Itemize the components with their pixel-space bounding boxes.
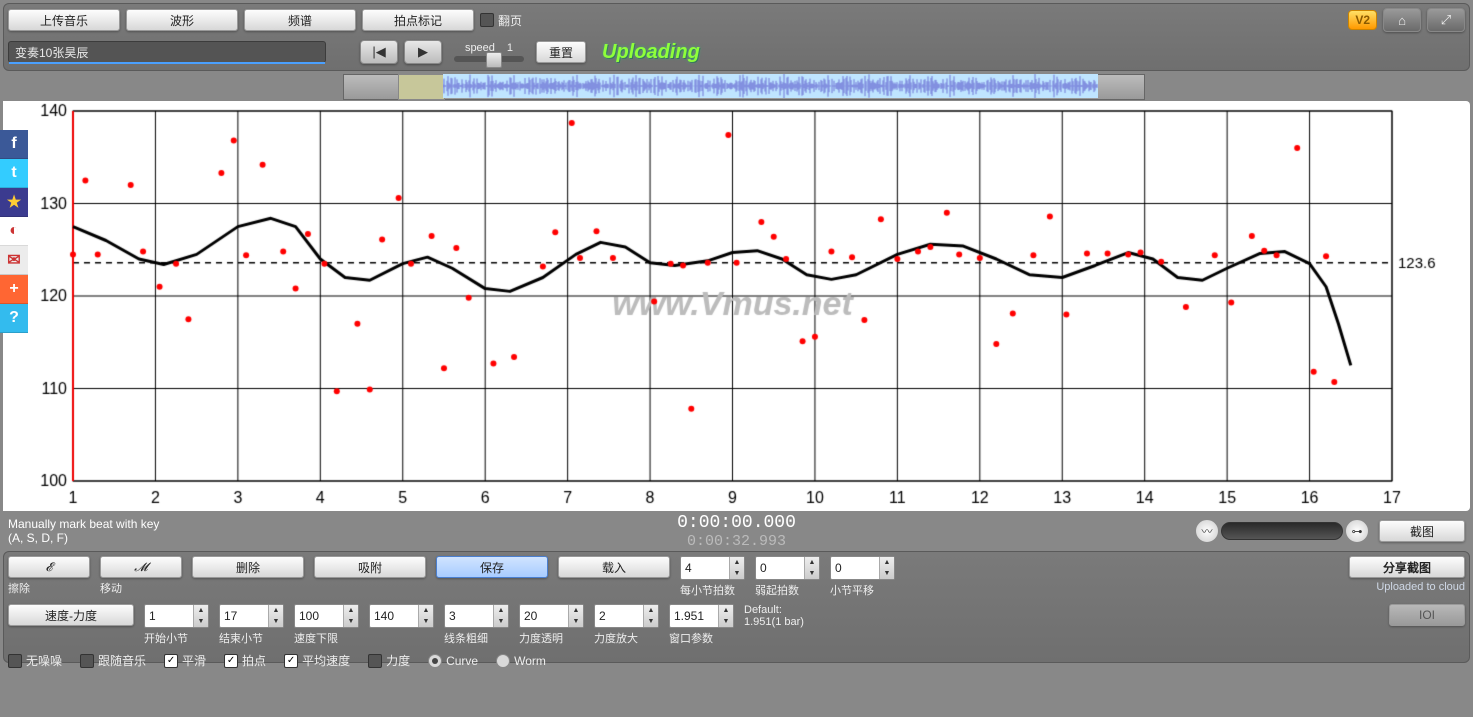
bar-offset-input[interactable]: ▲▼ bbox=[830, 556, 895, 580]
window-label: 窗口参数 bbox=[669, 630, 713, 646]
hint-text-1: Manually mark beat with key bbox=[8, 517, 677, 531]
speed-slider[interactable] bbox=[454, 56, 524, 62]
end-bar-label: 结束小节 bbox=[219, 630, 263, 646]
spectrum-button[interactable]: 频谱 bbox=[244, 9, 356, 31]
beat-checkbox[interactable]: ✓拍点 bbox=[224, 652, 266, 669]
erase-label: 擦除 bbox=[8, 580, 30, 596]
fullscreen-icon[interactable]: ⤢ bbox=[1427, 8, 1465, 32]
zoom-in-icon[interactable]: ⊶ bbox=[1345, 519, 1369, 543]
beats-per-bar-label: 每小节拍数 bbox=[680, 582, 735, 598]
bar-offset-label: 小节平移 bbox=[830, 582, 874, 598]
social-icon[interactable]: ? bbox=[0, 304, 28, 333]
smooth-checkbox[interactable]: ✓平滑 bbox=[164, 652, 206, 669]
play-button[interactable]: ▶ bbox=[404, 40, 442, 64]
track-title: 变奏10张昊辰 bbox=[8, 41, 326, 63]
tempo-chart[interactable] bbox=[3, 101, 1470, 511]
reset-speed-button[interactable]: 重置 bbox=[536, 41, 586, 63]
prev-button[interactable]: |◀ bbox=[360, 40, 398, 64]
save-button[interactable]: 保存 bbox=[436, 556, 548, 578]
tempo-min-input[interactable]: ▲▼ bbox=[294, 604, 359, 628]
home-icon[interactable]: ⌂ bbox=[1383, 8, 1421, 32]
line-thick-label: 线条粗细 bbox=[444, 630, 488, 646]
dyn-label: 力度 bbox=[386, 652, 410, 669]
hint-text-2: (A, S, D, F) bbox=[8, 531, 677, 545]
social-icon[interactable]: ★ bbox=[0, 188, 28, 217]
no-noise-label: 无噪噪 bbox=[26, 652, 62, 669]
line-thick-input[interactable]: ▲▼ bbox=[444, 604, 509, 628]
start-bar-label: 开始小节 bbox=[144, 630, 188, 646]
dyn-alpha-input[interactable]: ▲▼ bbox=[519, 604, 584, 628]
tempo-max-input[interactable]: ▲▼ bbox=[369, 604, 434, 628]
smooth-label: 平滑 bbox=[182, 652, 206, 669]
default-value: 1.951(1 bar) bbox=[744, 616, 804, 628]
erase-button[interactable]: 𝓔 bbox=[8, 556, 90, 578]
waveform-button[interactable]: 波形 bbox=[126, 9, 238, 31]
beats-per-bar-input[interactable]: ▲▼ bbox=[680, 556, 745, 580]
upload-status: Uploading bbox=[602, 41, 700, 64]
beat-label: 拍点 bbox=[242, 652, 266, 669]
tempo-min-label: 速度下限 bbox=[294, 630, 338, 646]
flip-page-label: 翻页 bbox=[498, 12, 522, 29]
social-icon[interactable]: t bbox=[0, 159, 28, 188]
upbeat-input[interactable]: ▲▼ bbox=[755, 556, 820, 580]
default-label: Default: bbox=[744, 604, 804, 616]
snap-button[interactable]: 吸附 bbox=[314, 556, 426, 578]
current-time: 0:00:00.000 bbox=[677, 513, 796, 533]
social-sidebar: ft★◐✉+? bbox=[0, 130, 28, 333]
dyn-scale-input[interactable]: ▲▼ bbox=[594, 604, 659, 628]
version-badge: V2 bbox=[1348, 10, 1377, 30]
speed-value: 1 bbox=[507, 42, 513, 54]
share-screenshot-button[interactable]: 分享截图 bbox=[1349, 556, 1465, 578]
total-time: 0:00:32.993 bbox=[677, 533, 796, 550]
worm-label: Worm bbox=[514, 654, 546, 668]
no-noise-checkbox[interactable]: 无噪噪 bbox=[8, 652, 62, 669]
avg-speed-checkbox[interactable]: ✓平均速度 bbox=[284, 652, 350, 669]
upload-music-button[interactable]: 上传音乐 bbox=[8, 9, 120, 31]
follow-checkbox[interactable]: 跟随音乐 bbox=[80, 652, 146, 669]
flip-page-checkbox[interactable]: 翻页 bbox=[480, 12, 522, 29]
dyn-scale-label: 力度放大 bbox=[594, 630, 638, 646]
avg-speed-label: 平均速度 bbox=[302, 652, 350, 669]
start-bar-input[interactable]: ▲▼ bbox=[144, 604, 209, 628]
worm-radio[interactable]: Worm bbox=[496, 654, 546, 668]
social-icon[interactable]: f bbox=[0, 130, 28, 159]
move-button[interactable]: 𝓜 bbox=[100, 556, 182, 578]
cloud-msg: Uploaded to cloud bbox=[1349, 581, 1465, 593]
tempo-dyn-button[interactable]: 速度-力度 bbox=[8, 604, 134, 626]
dyn-checkbox[interactable]: 力度 bbox=[368, 652, 410, 669]
social-icon[interactable]: ✉ bbox=[0, 246, 28, 275]
window-input[interactable]: ▲▼ bbox=[669, 604, 734, 628]
zoom-out-icon[interactable]: 〰 bbox=[1195, 519, 1219, 543]
upbeat-label: 弱起拍数 bbox=[755, 582, 799, 598]
dyn-alpha-label: 力度透明 bbox=[519, 630, 563, 646]
end-bar-input[interactable]: ▲▼ bbox=[219, 604, 284, 628]
screenshot-button[interactable]: 截图 bbox=[1379, 520, 1465, 542]
social-icon[interactable]: ◐ bbox=[0, 217, 28, 246]
follow-label: 跟随音乐 bbox=[98, 652, 146, 669]
delete-button[interactable]: 删除 bbox=[192, 556, 304, 578]
load-button[interactable]: 载入 bbox=[558, 556, 670, 578]
move-label: 移动 bbox=[100, 580, 122, 596]
curve-radio[interactable]: Curve bbox=[428, 654, 478, 668]
curve-label: Curve bbox=[446, 654, 478, 668]
beat-mark-button[interactable]: 拍点标记 bbox=[362, 9, 474, 31]
ioi-button[interactable]: IOI bbox=[1389, 604, 1465, 626]
waveform-timeline[interactable] bbox=[3, 74, 1470, 98]
zoom-scrubber[interactable]: 〰 ⊶ bbox=[1195, 519, 1369, 543]
social-icon[interactable]: + bbox=[0, 275, 28, 304]
